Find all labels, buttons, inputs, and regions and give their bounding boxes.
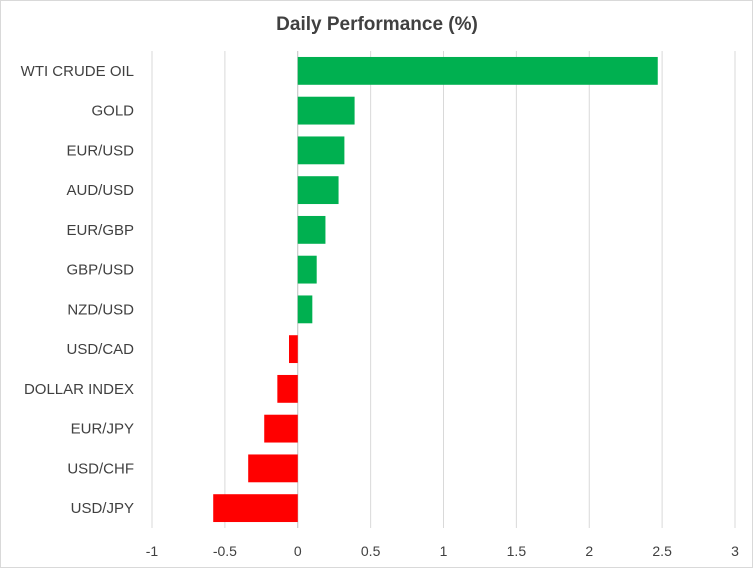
category-label: WTI CRUDE OIL <box>21 63 134 80</box>
bar <box>297 255 317 284</box>
x-tick-labels: -1 -0.5 0 0.5 1 1.5 2 2.5 3 <box>146 543 739 559</box>
x-tick-label: -1 <box>146 543 159 559</box>
chart-title: Daily Performance (%) <box>276 14 478 35</box>
x-tick-label: 3 <box>731 543 739 559</box>
category-label: EUR/USD <box>66 142 134 159</box>
bar <box>264 414 298 443</box>
bar <box>297 215 326 244</box>
bar <box>248 454 298 483</box>
category-label: USD/CAD <box>66 341 134 358</box>
x-tick-label: 2 <box>585 543 593 559</box>
bar <box>289 335 298 364</box>
category-label: EUR/JPY <box>71 421 134 438</box>
category-label: GOLD <box>91 103 134 120</box>
category-label: USD/CHF <box>67 460 134 477</box>
bar <box>297 56 658 85</box>
x-tick-label: -0.5 <box>213 543 237 559</box>
category-label: DOLLAR INDEX <box>24 381 134 398</box>
category-label: AUD/USD <box>66 182 134 199</box>
x-tick-label: 1 <box>440 543 448 559</box>
bar <box>297 136 345 165</box>
bars <box>213 56 658 523</box>
bar <box>297 295 313 324</box>
x-tick-label: 0.5 <box>361 543 381 559</box>
bar <box>297 96 355 125</box>
gridlines <box>151 51 736 528</box>
category-label: USD/JPY <box>71 500 134 517</box>
bar <box>277 374 298 403</box>
category-label: NZD/USD <box>67 301 134 318</box>
bar <box>297 176 339 205</box>
x-tick-label: 0 <box>294 543 302 559</box>
category-label: EUR/GBP <box>66 222 134 239</box>
x-tick-label: 2.5 <box>652 543 672 559</box>
x-tick-label: 1.5 <box>507 543 527 559</box>
category-labels: WTI CRUDE OIL GOLD EUR/USD AUD/USD EUR/GBP GB… <box>21 63 135 517</box>
bar <box>213 494 298 523</box>
category-label: GBP/USD <box>66 262 134 279</box>
